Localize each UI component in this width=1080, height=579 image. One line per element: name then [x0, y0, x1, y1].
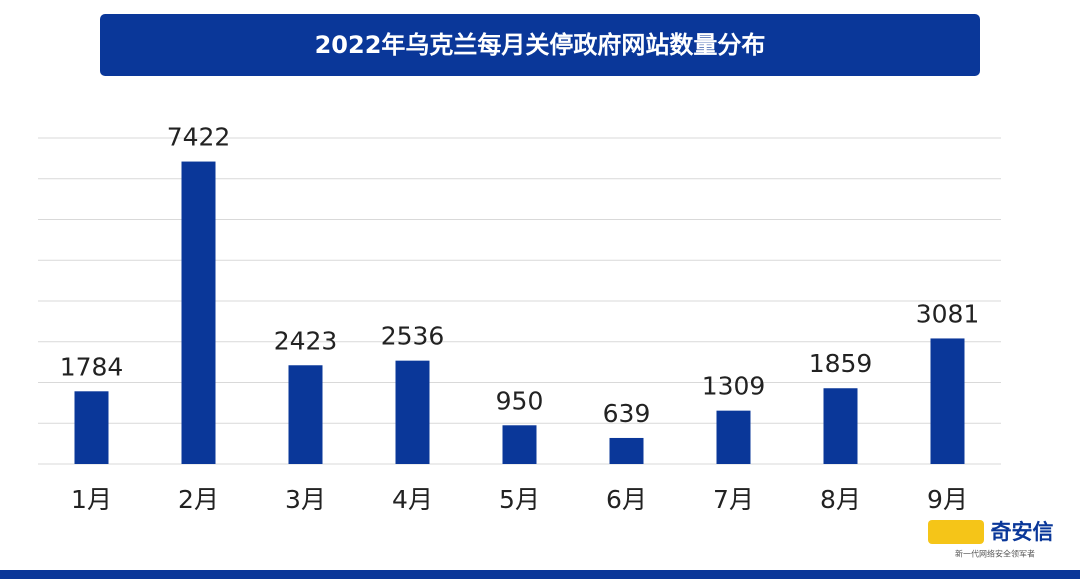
- x-tick-label: 2月: [178, 485, 219, 514]
- x-tick-label: 7月: [713, 485, 754, 514]
- chart-title: 2022年乌克兰每月关停政府网站数量分布: [315, 31, 766, 59]
- title-bar: [100, 14, 980, 76]
- value-label: 2536: [381, 322, 445, 351]
- bar: [74, 391, 109, 464]
- value-label: 639: [603, 399, 651, 428]
- logo-name: 奇安信: [991, 520, 1054, 544]
- bar: [502, 425, 537, 464]
- bar: [181, 161, 216, 464]
- value-label: 1859: [809, 349, 873, 378]
- value-label: 1784: [60, 352, 124, 381]
- value-label: 2423: [274, 326, 338, 355]
- bar: [395, 360, 430, 464]
- x-tick-label: 1月: [71, 485, 112, 514]
- footer-strip: [0, 570, 1080, 579]
- bar: [288, 365, 323, 464]
- bar: [716, 410, 751, 464]
- bar: [930, 338, 965, 464]
- value-label: 1309: [702, 372, 766, 401]
- x-tick-label: 8月: [820, 485, 861, 514]
- x-tick-label: 3月: [285, 485, 326, 514]
- x-tick-label: 6月: [606, 485, 647, 514]
- bar: [609, 437, 644, 464]
- x-tick-label: 4月: [392, 485, 433, 514]
- value-label: 7422: [167, 123, 231, 152]
- value-label: 950: [496, 386, 544, 415]
- x-tick-label: 5月: [499, 485, 540, 514]
- bar: [823, 388, 858, 464]
- logo-tagline: 新一代网络安全领军者: [955, 549, 1035, 559]
- value-label: 3081: [916, 299, 980, 328]
- x-tick-label: 9月: [927, 485, 968, 514]
- logo-icon: [928, 520, 984, 544]
